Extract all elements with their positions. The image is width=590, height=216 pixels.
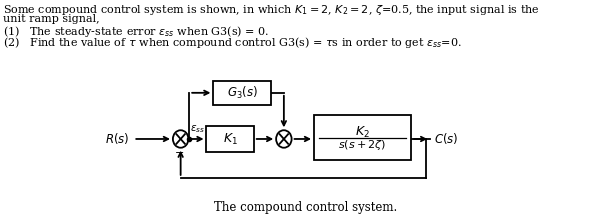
- Text: $s(s+2\zeta)$: $s(s+2\zeta)$: [339, 138, 386, 152]
- Text: $-$: $-$: [174, 146, 184, 156]
- Text: $C(s)$: $C(s)$: [434, 132, 458, 146]
- Text: $K_1$: $K_1$: [222, 131, 238, 146]
- Bar: [314, 115, 411, 160]
- Text: $K_2$: $K_2$: [355, 125, 370, 140]
- Bar: [214, 81, 271, 105]
- Text: Some compound control system is shown, in which $\mathit{K}_1 = 2$, $\mathit{K}_: Some compound control system is shown, i…: [4, 3, 540, 17]
- Text: $R(s)$: $R(s)$: [106, 132, 130, 146]
- Text: $\varepsilon_{ss}$: $\varepsilon_{ss}$: [190, 123, 205, 135]
- Bar: [206, 126, 254, 152]
- Text: unit ramp signal,: unit ramp signal,: [4, 14, 100, 24]
- Text: (2)   Find the value of $\tau$ when compound control G3(s) = $\tau$s in order to: (2) Find the value of $\tau$ when compou…: [4, 35, 462, 50]
- Text: (1)   The steady-state error $\varepsilon_{ss}$ when G3(s) = 0.: (1) The steady-state error $\varepsilon_…: [4, 24, 270, 39]
- Text: $G_3(s)$: $G_3(s)$: [227, 85, 258, 101]
- Text: The compound control system.: The compound control system.: [214, 201, 397, 214]
